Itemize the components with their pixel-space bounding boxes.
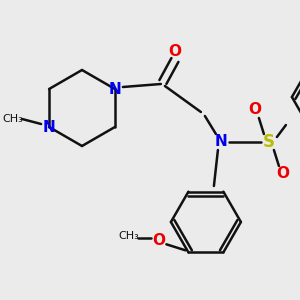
Text: O: O: [168, 44, 182, 59]
Text: O: O: [276, 167, 290, 182]
Text: O: O: [152, 233, 165, 248]
Text: N: N: [109, 82, 121, 97]
Text: O: O: [248, 103, 261, 118]
Text: CH₃: CH₃: [118, 231, 139, 241]
Text: CH₃: CH₃: [3, 114, 23, 124]
Text: N: N: [214, 134, 227, 149]
Text: S: S: [263, 133, 275, 151]
Text: N: N: [43, 119, 56, 134]
